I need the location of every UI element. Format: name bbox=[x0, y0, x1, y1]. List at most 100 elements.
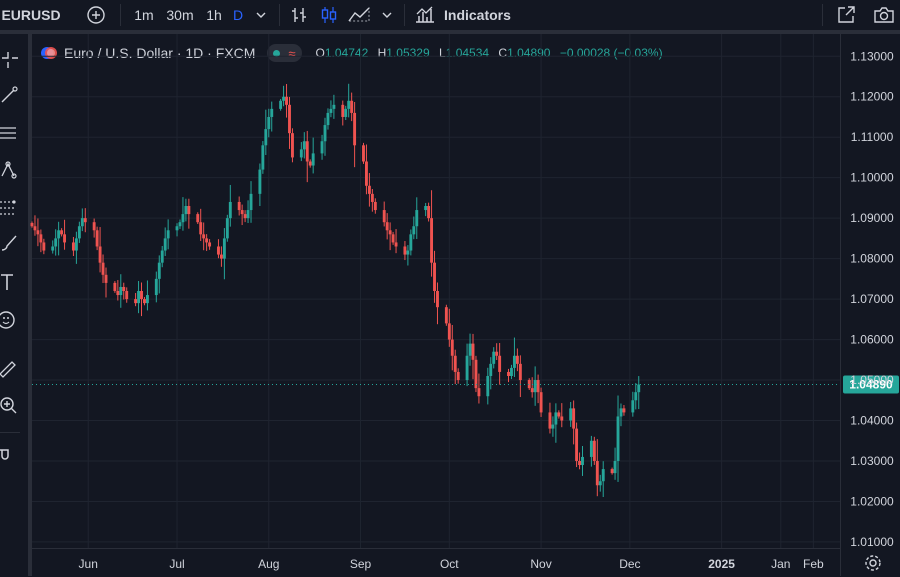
candle-body bbox=[145, 295, 149, 304]
candle-body bbox=[116, 291, 120, 296]
interval-d-button[interactable]: D bbox=[232, 7, 244, 23]
add-symbol-button[interactable] bbox=[84, 0, 108, 30]
candle-body bbox=[332, 104, 336, 109]
candle-body bbox=[326, 112, 330, 126]
candle-body bbox=[560, 416, 564, 421]
interval-30m-button[interactable]: 30m bbox=[166, 7, 194, 23]
interval-1m-button[interactable]: 1m bbox=[134, 7, 154, 23]
candle-body bbox=[291, 133, 294, 158]
indicators-button[interactable]: Indicators bbox=[414, 0, 514, 30]
candle-body bbox=[382, 210, 386, 223]
fib-icon[interactable] bbox=[0, 124, 20, 144]
candle-body bbox=[282, 96, 286, 101]
candle-body bbox=[350, 100, 354, 113]
candle-body bbox=[137, 291, 140, 304]
time-scale[interactable] bbox=[32, 548, 840, 577]
ruler-icon[interactable] bbox=[0, 358, 20, 378]
low-value: 1.04534 bbox=[445, 46, 490, 60]
area-style-button[interactable] bbox=[346, 0, 372, 30]
candle-body bbox=[610, 469, 614, 474]
candle-body bbox=[305, 141, 309, 162]
symbol-button[interactable]: EURUSD bbox=[1, 7, 61, 23]
candle-body bbox=[71, 242, 75, 251]
change-value: −0.00028 (−0.03%) bbox=[559, 46, 663, 60]
candle-body bbox=[299, 149, 303, 158]
candle-body bbox=[279, 100, 283, 109]
chevron-down-icon bbox=[382, 12, 392, 18]
candle-body bbox=[267, 116, 271, 130]
high-label: H bbox=[377, 46, 387, 60]
candle-body bbox=[444, 307, 448, 324]
candle-body bbox=[436, 291, 439, 308]
candle-body bbox=[486, 375, 490, 397]
interval-1h-button[interactable]: 1h bbox=[206, 7, 222, 23]
candle-body bbox=[341, 104, 345, 117]
candle-body bbox=[465, 355, 469, 381]
toolbar-divider bbox=[404, 4, 405, 26]
interval-dropdown[interactable] bbox=[252, 0, 270, 30]
open-label: O bbox=[315, 46, 325, 60]
candle-body bbox=[474, 359, 478, 389]
chart-grid bbox=[32, 34, 840, 548]
trend-line-icon[interactable] bbox=[0, 84, 20, 104]
fullscreen-button[interactable] bbox=[834, 0, 858, 30]
candle-body bbox=[347, 100, 351, 109]
candle-body bbox=[406, 250, 410, 255]
candle-body bbox=[533, 380, 537, 393]
snapshot-button[interactable] bbox=[872, 0, 896, 30]
candle-body bbox=[601, 469, 605, 482]
magnet-icon[interactable] bbox=[0, 446, 20, 466]
candle-body bbox=[134, 299, 138, 304]
candle-body bbox=[353, 112, 357, 146]
ohlc-values: O1.04742 H1.05329 L1.04534 C1.04890 −0.0… bbox=[316, 46, 669, 60]
camera-icon bbox=[874, 7, 894, 23]
candle-body bbox=[453, 355, 457, 372]
candle-body bbox=[95, 230, 99, 247]
crosshair-icon[interactable] bbox=[0, 50, 20, 70]
candle-body bbox=[113, 282, 117, 291]
eu-us-flag-icon bbox=[41, 47, 57, 59]
candle-body bbox=[246, 210, 250, 219]
open-value: 1.04742 bbox=[324, 46, 369, 60]
brush-icon[interactable] bbox=[0, 232, 20, 252]
candle-body bbox=[370, 193, 374, 202]
candle-body bbox=[243, 214, 247, 219]
candle-body bbox=[74, 238, 78, 251]
status-badge[interactable]: ≈ bbox=[267, 44, 302, 62]
candle-body bbox=[119, 286, 123, 296]
candle-body bbox=[104, 274, 108, 283]
top-toolbar: EURUSD 1m 30m 1h D bbox=[0, 0, 900, 34]
candle-body bbox=[157, 262, 161, 279]
candle-body bbox=[302, 141, 306, 150]
candle-body bbox=[592, 440, 596, 461]
zoom-icon[interactable] bbox=[0, 396, 20, 416]
candles-style-button[interactable] bbox=[318, 0, 340, 30]
candle-body bbox=[60, 230, 64, 235]
candle-body bbox=[311, 153, 315, 166]
candle-body bbox=[373, 201, 377, 211]
candle-body bbox=[261, 145, 265, 170]
candle-body bbox=[471, 343, 475, 360]
candle-body bbox=[57, 230, 61, 239]
candle-body bbox=[54, 238, 58, 247]
wave-icon: ≈ bbox=[288, 45, 296, 61]
chevron-down-icon bbox=[256, 12, 266, 18]
candle-body bbox=[456, 371, 460, 381]
price-scale[interactable] bbox=[840, 34, 900, 576]
plus-circle-icon bbox=[87, 6, 105, 24]
bar-style-button[interactable] bbox=[288, 0, 310, 30]
candle-body bbox=[240, 210, 244, 215]
candle-body bbox=[199, 222, 203, 235]
pattern-icon[interactable] bbox=[0, 160, 20, 180]
candle-body bbox=[42, 242, 46, 251]
candle-body bbox=[427, 206, 431, 219]
emoji-icon[interactable] bbox=[0, 310, 20, 330]
candle-body bbox=[264, 129, 268, 146]
drawing-toolbar bbox=[0, 34, 32, 576]
settings-button[interactable] bbox=[864, 554, 884, 574]
projection-icon[interactable] bbox=[0, 198, 20, 218]
candle-body bbox=[581, 456, 584, 466]
text-icon[interactable] bbox=[0, 272, 20, 292]
chart-type-dropdown[interactable] bbox=[378, 0, 396, 30]
